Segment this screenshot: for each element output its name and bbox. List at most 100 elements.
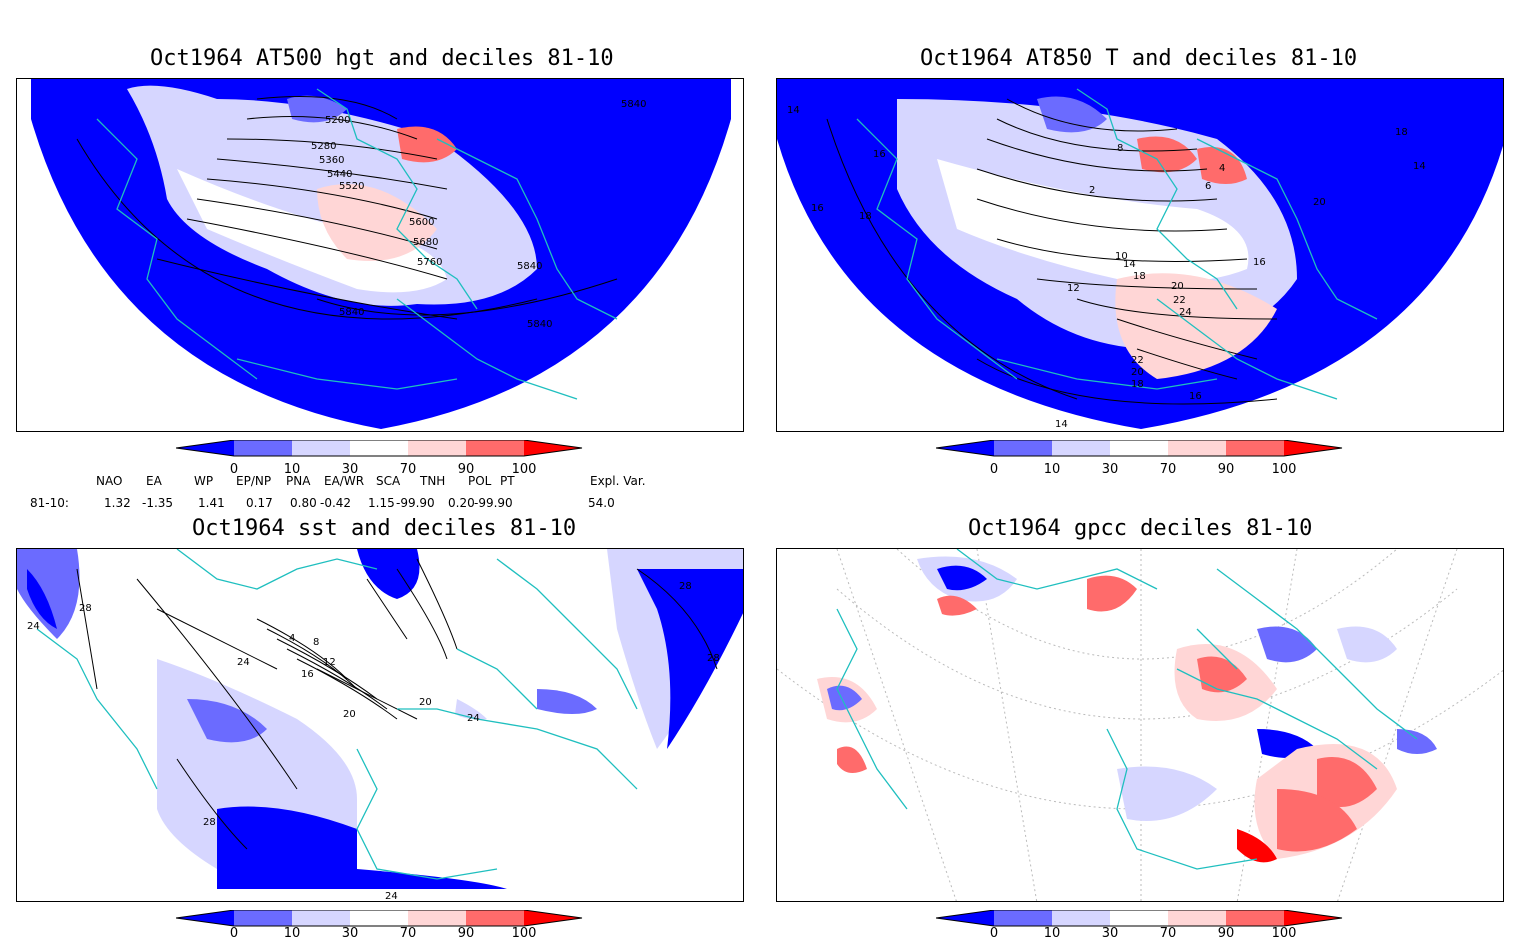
contour-label-7: 20 (343, 709, 356, 720)
cbar4-tick-2: 30 (1101, 926, 1119, 941)
cbar3-tick-1: 10 (283, 926, 301, 941)
contour-label-9: 10 (1115, 251, 1128, 262)
index-header-tnh: TNH (420, 474, 446, 488)
cbar3-tick-4: 90 (457, 926, 475, 941)
colorbar-2: 0 10 30 70 90 100 (936, 440, 1356, 480)
contour-label-4: 5440 (327, 169, 352, 180)
contour-label-8: 5760 (417, 257, 442, 268)
index-value-wp: 1.41 (198, 496, 225, 510)
contour-label-7: 6 (1205, 181, 1211, 192)
index-header-sca: SCA (376, 474, 401, 488)
contours (76, 558, 718, 850)
cbar2-tick-1: 10 (1043, 462, 1061, 477)
contour-label-17: 22 (1131, 355, 1144, 366)
colorbar-3: 0 10 30 70 90 100 (176, 910, 596, 950)
index-value-pna: 0.80 (290, 496, 317, 510)
cbar2-tick-3: 70 (1159, 462, 1177, 477)
light-blue-region-3 (455, 699, 487, 720)
index-header-pt: PT (500, 474, 515, 488)
cbar4-tick-1: 10 (1043, 926, 1061, 941)
contour-label-10: 5840 (517, 261, 542, 272)
index-header-nao: NAO (96, 474, 123, 488)
contour-label-10: 12 (1067, 283, 1080, 294)
coastlines (856, 88, 1378, 400)
contour-label-11: 14 (1123, 259, 1136, 270)
index-value-pt: -99.90 (474, 496, 513, 510)
map-sst-svg: 24 28 4 8 12 16 20 24 20 28 24 28 28 24 (17, 549, 743, 902)
index-value-nao: 1.32 (104, 496, 131, 510)
index-header-eawr: EA/WR (324, 474, 365, 488)
contour-label-13: 18 (1133, 271, 1146, 282)
contour-label-14: 24 (385, 891, 398, 902)
index-value-sca: 1.15 (368, 496, 395, 510)
contour-label-5: 12 (323, 657, 336, 668)
cbar1-tick-1: 10 (283, 462, 301, 477)
contour-label-5: 2 (1089, 185, 1095, 196)
cbar1-tick-5: 100 (511, 462, 537, 477)
cbar3-tick-3: 70 (399, 926, 417, 941)
contour-label-4: 8 (313, 637, 319, 648)
panel-title-2: Oct1964 AT850 T and deciles 81-10 (920, 46, 1358, 71)
colorbar-1-svg (176, 440, 583, 457)
cbar3-tick-2: 30 (341, 926, 359, 941)
contour-label-19: 18 (1131, 379, 1144, 390)
contour-labels: 24 28 4 8 12 16 20 24 20 28 24 28 28 24 (27, 581, 720, 902)
contour-label-18: 20 (1131, 367, 1144, 378)
contour-label-3: 5360 (319, 155, 344, 166)
index-header-ea: EA (146, 474, 162, 488)
graticule (777, 549, 1503, 901)
map-panel-t850: 14 16 16 18 2 4 6 8 10 12 14 16 18 20 22… (776, 78, 1504, 432)
mid-blue-region (1037, 96, 1107, 133)
index-header-pol: POL (468, 474, 492, 488)
index-header-pna: PNA (286, 474, 311, 488)
contour-label-11: 24 (467, 713, 480, 724)
cbar4-tick-4: 90 (1217, 926, 1235, 941)
index-value-epnp: 0.17 (246, 496, 273, 510)
colorbar-4-svg (936, 910, 1343, 927)
coastlines (836, 549, 1418, 870)
colorbar-1: 0 10 30 70 90 100 (176, 440, 596, 480)
index-row-label: 81-10: (30, 496, 69, 510)
contour-label-2: 28 (79, 603, 92, 614)
map-panel-gpcc (776, 548, 1504, 902)
panel-title-3: Oct1964 sst and deciles 81-10 (192, 516, 577, 541)
contour-label-7: 5680 (413, 237, 438, 248)
cbar1-tick-3: 70 (399, 462, 417, 477)
contour-label-12: 28 (679, 581, 692, 592)
colorbar-3-svg (176, 910, 583, 927)
colorbar-2-svg (936, 440, 1343, 457)
cbar2-tick-5: 100 (1271, 462, 1297, 477)
contour-label-4: 18 (859, 211, 872, 222)
map-panel-hgt500: 5200 5280 5360 5440 5520 5600 5680 5760 … (16, 78, 744, 432)
coastlines (36, 549, 638, 880)
map-gpcc-svg (777, 549, 1503, 901)
cbar3-tick-0: 0 (229, 926, 239, 941)
index-value-tnh: -99.90 (396, 496, 435, 510)
mid-blue-region-3 (537, 689, 597, 714)
mid-red-region-1 (1137, 136, 1197, 173)
contour-label-20: 16 (1189, 391, 1202, 402)
contour-label-12: 5840 (527, 319, 552, 330)
cbar4-tick-0: 0 (989, 926, 999, 941)
deep-blue-region-2 (637, 569, 743, 749)
contour-label-8: 24 (237, 657, 250, 668)
mid-red-region (397, 126, 457, 163)
contour-label-9: 20 (419, 697, 432, 708)
map-hgt500-svg: 5200 5280 5360 5440 5520 5600 5680 5760 … (31, 79, 731, 429)
mid-blue-region-1 (17, 549, 80, 639)
index-header-explvar: Expl. Var. (590, 474, 646, 488)
panel-title-1: Oct1964 AT500 hgt and deciles 81-10 (150, 46, 614, 71)
map-t850-svg: 14 16 16 18 2 4 6 8 10 12 14 16 18 20 22… (777, 79, 1503, 430)
contour-label-13: 28 (707, 653, 720, 664)
contour-label-24: 14 (1413, 161, 1426, 172)
index-value-pol: 0.20 (448, 496, 475, 510)
contour-label-6: 4 (1219, 163, 1225, 174)
neutral-region (177, 169, 447, 293)
contour-label-3: 4 (289, 633, 295, 644)
contours (76, 96, 618, 320)
contour-label-21: 14 (1055, 419, 1068, 430)
mid-blue-region (287, 95, 347, 123)
mid-red-region-2 (1197, 147, 1247, 184)
coastlines (96, 88, 618, 400)
mid-blue-region-2 (187, 699, 267, 743)
